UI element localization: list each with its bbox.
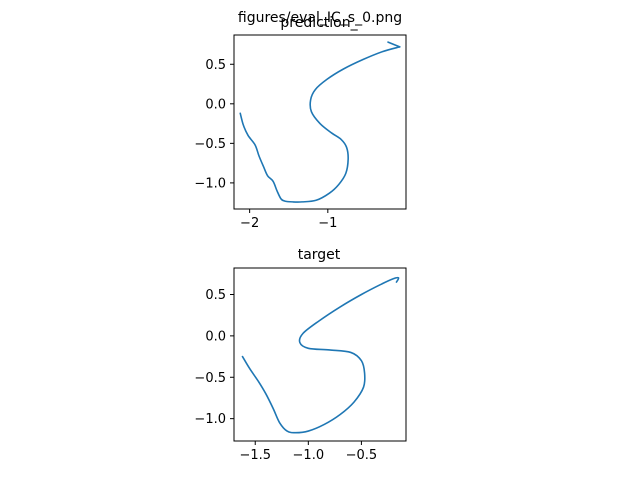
target-x-tick-label: −1.5 xyxy=(239,448,271,463)
prediction-title: prediction_ xyxy=(280,15,358,31)
target-y-tick-label: −0.5 xyxy=(194,371,226,386)
prediction-y-tick-label: −0.5 xyxy=(194,137,226,152)
target-x-tick-label: −0.5 xyxy=(346,448,378,463)
target-x-tick-label: −1.0 xyxy=(293,448,325,463)
target-y-ticks: 0.5 0.0 −0.5 −1.0 xyxy=(194,288,234,427)
prediction-x-tick-label: −2 xyxy=(240,216,259,231)
prediction-axes-frame xyxy=(233,34,407,210)
prediction-y-tick-label: 0.0 xyxy=(205,97,226,112)
prediction-x-ticks: −2 −1 xyxy=(240,209,337,231)
target-y-tick-label: −1.0 xyxy=(194,412,226,427)
target-y-tick-label: 0.5 xyxy=(205,288,226,303)
target-title: target xyxy=(298,247,341,263)
prediction-series-line xyxy=(239,46,401,203)
target-x-ticks: −1.5 −1.0 −0.5 xyxy=(239,441,377,463)
figure-suptitle: figures/eval_IC_s_0.png xyxy=(238,10,402,26)
prediction-y-tick-label: 0.5 xyxy=(205,58,226,73)
target-y-tick-label: 0.0 xyxy=(205,329,226,344)
prediction-arrow-head xyxy=(387,41,401,48)
prediction-panel: prediction_ −2 −1 0.5 0.0 −0.5 −1.0 xyxy=(194,15,407,231)
prediction-y-tick-label: −1.0 xyxy=(194,176,226,191)
prediction-y-ticks: 0.5 0.0 −0.5 −1.0 xyxy=(194,58,234,191)
target-series-line xyxy=(241,276,400,434)
prediction-x-tick-label: −1 xyxy=(318,216,337,231)
target-axes-frame xyxy=(233,267,407,442)
target-panel: target −1.5 −1.0 −0.5 0.5 0.0 −0.5 −1.0 xyxy=(194,247,407,463)
